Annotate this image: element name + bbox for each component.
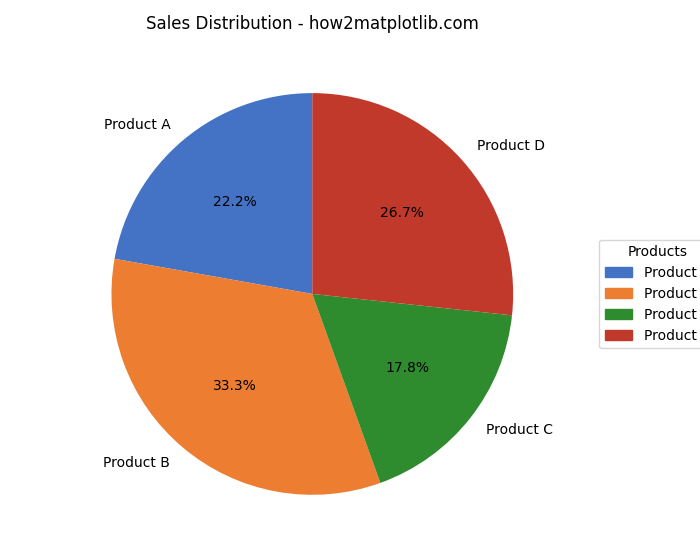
- Wedge shape: [115, 93, 312, 294]
- Title: Sales Distribution - how2matplotlib.com: Sales Distribution - how2matplotlib.com: [146, 15, 479, 33]
- Text: 26.7%: 26.7%: [380, 207, 424, 221]
- Text: Product A: Product A: [104, 118, 170, 132]
- Text: Product D: Product D: [477, 139, 545, 153]
- Legend: Product A, Product B, Product C, Product D: Product A, Product B, Product C, Product…: [599, 240, 700, 348]
- Text: Product C: Product C: [486, 423, 553, 437]
- Wedge shape: [312, 93, 513, 315]
- Text: 33.3%: 33.3%: [213, 379, 256, 393]
- Wedge shape: [312, 294, 512, 483]
- Text: Product B: Product B: [103, 456, 170, 470]
- Text: 17.8%: 17.8%: [385, 361, 429, 375]
- Text: 22.2%: 22.2%: [213, 194, 257, 208]
- Wedge shape: [111, 259, 380, 495]
